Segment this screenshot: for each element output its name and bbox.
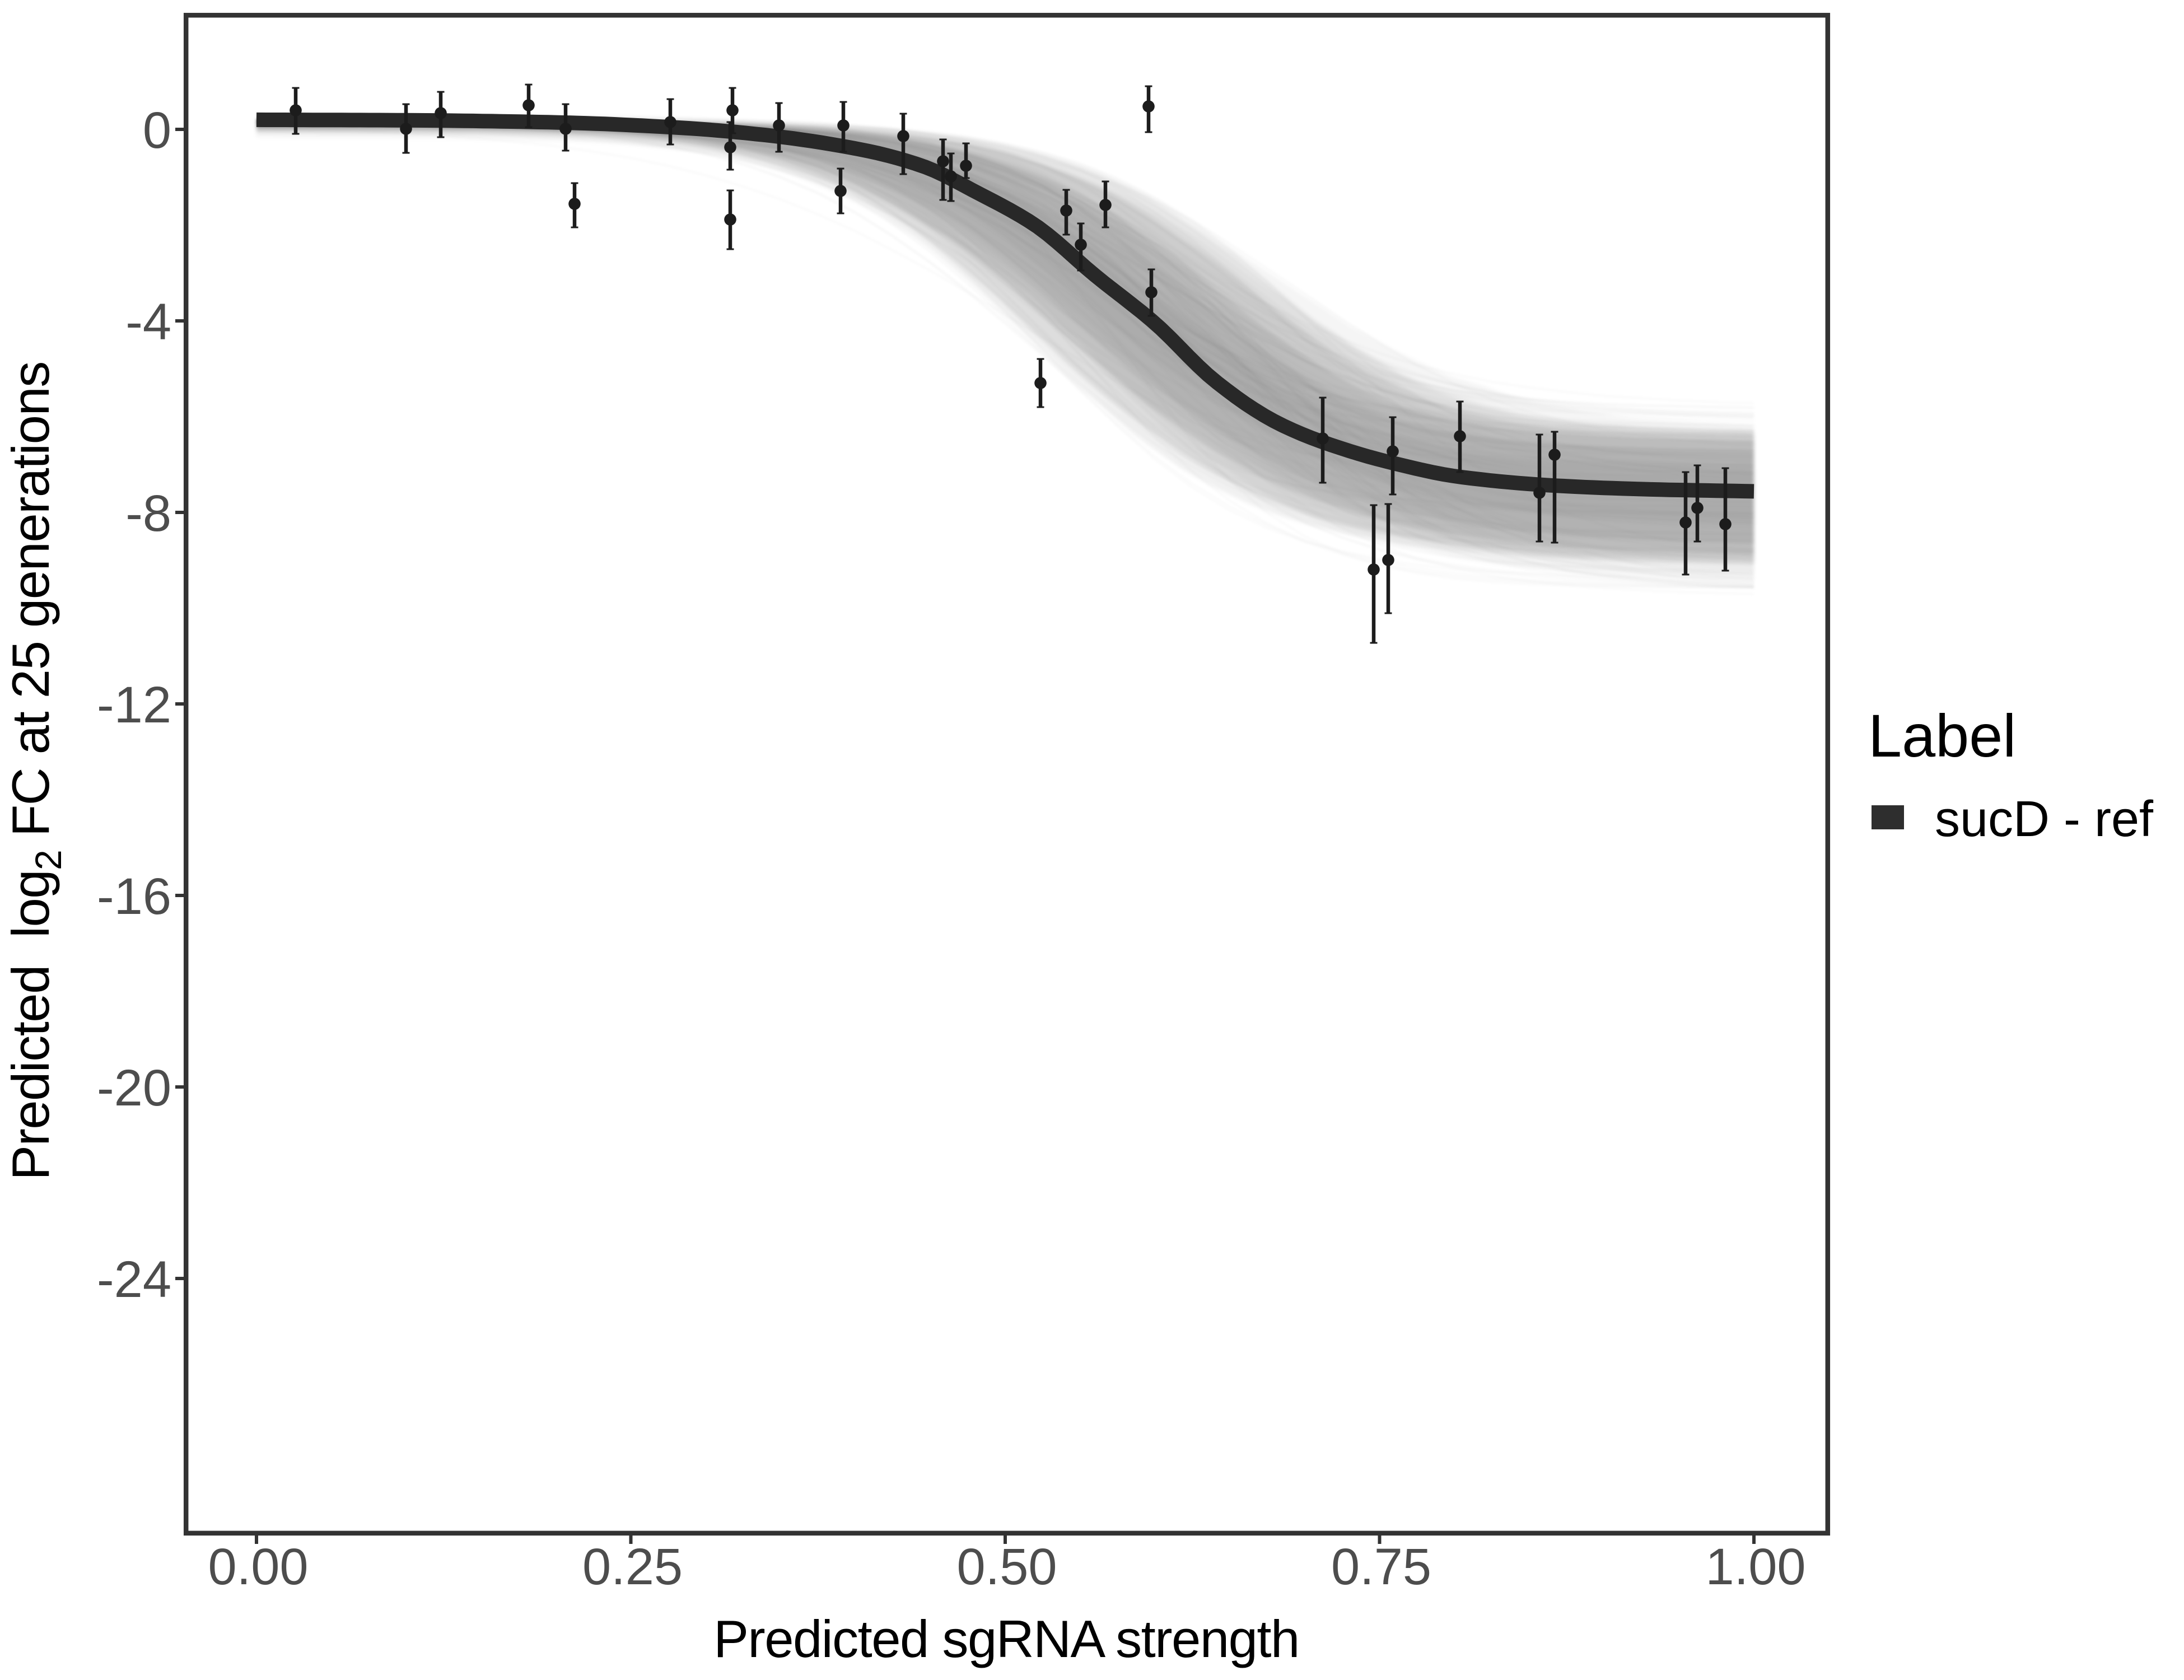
svg-text:0.25: 0.25 [582, 1538, 683, 1595]
svg-text:Predicted sgRNA strength: Predicted sgRNA strength [713, 1609, 1299, 1668]
svg-text:-4: -4 [125, 293, 171, 351]
svg-text:-24: -24 [97, 1251, 171, 1308]
svg-text:-20: -20 [97, 1060, 171, 1117]
svg-text:sucD - ref: sucD - ref [1935, 791, 2154, 847]
svg-text:1.00: 1.00 [1705, 1538, 1805, 1595]
svg-text:0.75: 0.75 [1331, 1538, 1431, 1595]
svg-text:Predicted log2 FC at 25 gener: Predicted log2 FC at 25 generations [1, 362, 69, 1180]
svg-text:0.50: 0.50 [956, 1538, 1057, 1595]
svg-text:-8: -8 [125, 485, 171, 542]
svg-text:-12: -12 [97, 676, 171, 734]
svg-text:0.00: 0.00 [208, 1538, 308, 1595]
svg-text:0: 0 [143, 102, 171, 159]
svg-text:-16: -16 [97, 868, 171, 925]
svg-text:Label: Label [1868, 702, 2016, 769]
